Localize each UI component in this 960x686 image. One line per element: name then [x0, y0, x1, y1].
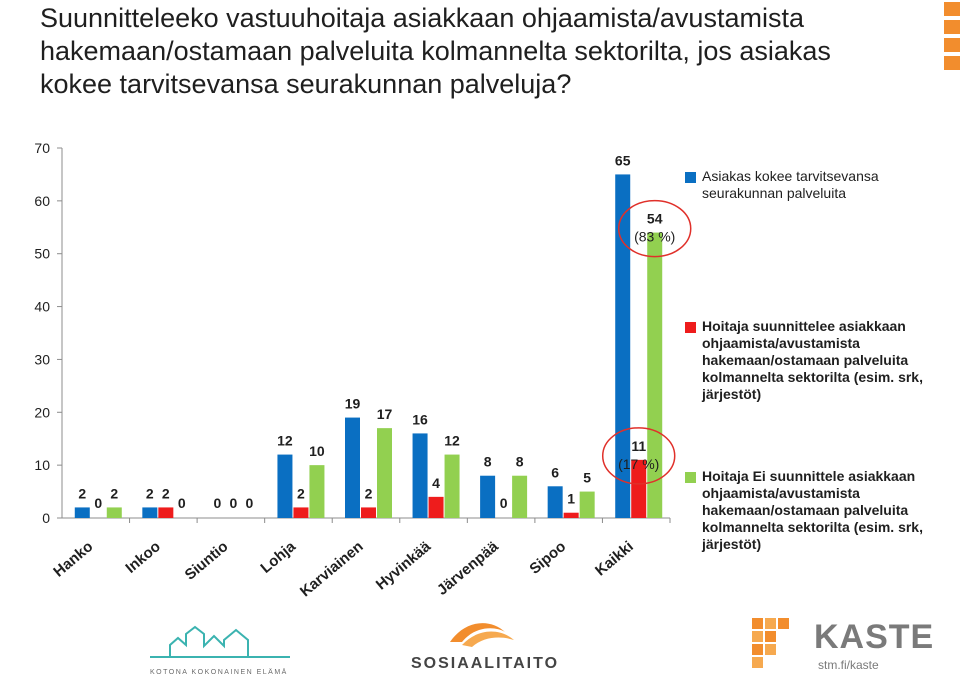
data-label: 0: [500, 495, 508, 511]
data-label: 54: [647, 211, 663, 227]
y-tick-label: 40: [34, 299, 50, 315]
title-line-1: Suunnitteleeko vastuuhoitaja asiakkaan o…: [40, 3, 804, 33]
data-label: 0: [229, 495, 237, 511]
bar: [309, 465, 325, 518]
bar: [547, 486, 563, 518]
accent-bar: [944, 20, 960, 34]
y-tick-label: 20: [34, 404, 50, 420]
data-label: 19: [345, 396, 361, 412]
data-label: 2: [297, 485, 305, 501]
accent-bar: [944, 2, 960, 16]
highlight-circle: [601, 427, 676, 485]
legend-swatch-blue: [685, 172, 696, 183]
bar: [579, 491, 595, 518]
bar: [412, 433, 428, 518]
category-label: Sipoo: [526, 538, 569, 578]
bar: [106, 507, 122, 518]
kaste-grid-icon: [752, 618, 789, 668]
data-label: 8: [516, 454, 524, 470]
legend-swatch-red: [685, 322, 696, 333]
category-label: Karviainen: [297, 538, 367, 600]
data-label: 0: [245, 495, 253, 511]
bar: [345, 417, 360, 518]
category-label: Siuntio: [182, 538, 232, 584]
data-label: 5: [583, 470, 591, 486]
legend-swatch-green: [685, 472, 696, 483]
data-label: 2: [78, 485, 86, 501]
y-tick-label: 60: [34, 193, 50, 209]
data-label: 65: [615, 152, 631, 168]
bar: [631, 459, 647, 518]
category-label: Inkoo: [122, 538, 164, 577]
highlight-circle: [617, 199, 692, 258]
data-label: 2: [365, 485, 373, 501]
bar: [563, 512, 579, 518]
data-label: 0: [178, 495, 186, 511]
accent-bar: [944, 56, 960, 70]
house-skyline-icon: [150, 625, 290, 658]
bar: [444, 454, 460, 518]
bar: [74, 507, 90, 518]
bar: [293, 507, 309, 518]
y-tick-label: 30: [34, 351, 50, 367]
bar: [647, 232, 663, 519]
data-label: 8: [484, 454, 492, 470]
bar: [142, 507, 158, 518]
y-tick-label: 0: [42, 510, 50, 526]
chart-title: Suunnitteleeko vastuuhoitaja asiakkaan o…: [40, 2, 920, 101]
data-label: 0: [213, 495, 221, 511]
title-line-2: hakemaan/ostamaan palveluita kolmannelta…: [40, 36, 831, 66]
bar: [480, 475, 496, 518]
wave-icon: [450, 623, 514, 647]
annotation-label: (17 %): [618, 456, 659, 472]
legend-item-series-1: Asiakas kokee tarvitsevansa seurakunnan …: [685, 168, 925, 202]
logo-kotona: KOTONA KOKONAINEN ELÄMÄ: [150, 612, 290, 682]
category-label: Hyvinkää: [373, 538, 435, 594]
annotation-label: (83 %): [634, 229, 675, 245]
bar: [277, 454, 293, 518]
data-label: 2: [146, 485, 154, 501]
legend-label-series-2: Hoitaja suunnittelee asiakkaan ohjaamist…: [702, 318, 923, 402]
logo-kaste: KASTE stm.fi/kaste: [752, 612, 942, 682]
data-label: 0: [94, 495, 102, 511]
legend-label-series-1: Asiakas kokee tarvitsevansa seurakunnan …: [702, 168, 879, 201]
category-label: Lohja: [257, 538, 299, 577]
bar: [361, 507, 376, 518]
category-label: Hanko: [50, 538, 96, 580]
data-label: 12: [277, 433, 293, 449]
y-tick-label: 50: [34, 246, 50, 262]
data-label: 11: [631, 438, 646, 454]
logo-sosiaalitaito: SOSIAALITAITO: [410, 612, 560, 682]
legend-item-series-3: Hoitaja Ei suunnittele asiakkaan ohjaami…: [685, 468, 925, 553]
logo-kaste-name: KASTE: [814, 618, 935, 656]
legend-label-series-3: Hoitaja Ei suunnittele asiakkaan ohjaami…: [702, 468, 923, 552]
logo-kotona-caption: KOTONA KOKONAINEN ELÄMÄ: [150, 669, 288, 676]
accent-bar: [944, 38, 960, 52]
bar: [428, 496, 444, 518]
data-label: 17: [377, 406, 393, 422]
category-label: Kaikki: [592, 538, 637, 579]
y-tick-label: 10: [34, 457, 50, 473]
title-line-3: kokee tarvitsevansa seurakunnan palveluj…: [40, 69, 572, 99]
data-label: 12: [444, 433, 460, 449]
data-label: 6: [551, 464, 559, 480]
data-label: 4: [432, 475, 440, 491]
logo-kaste-sub: stm.fi/kaste: [818, 658, 879, 672]
category-label: Järvenpää: [434, 538, 502, 599]
data-label: 16: [412, 411, 428, 427]
bar: [158, 507, 174, 518]
bar: [512, 475, 528, 518]
bar: [377, 428, 392, 518]
legend-item-series-2: Hoitaja suunnittelee asiakkaan ohjaamist…: [685, 318, 925, 403]
y-tick-label: 70: [34, 140, 50, 156]
logo-sosiaalitaito-text: SOSIAALITAITO: [410, 655, 560, 672]
data-label: 2: [110, 485, 118, 501]
data-label: 1: [567, 491, 575, 507]
data-label: 2: [162, 485, 170, 501]
data-label: 10: [309, 443, 325, 459]
